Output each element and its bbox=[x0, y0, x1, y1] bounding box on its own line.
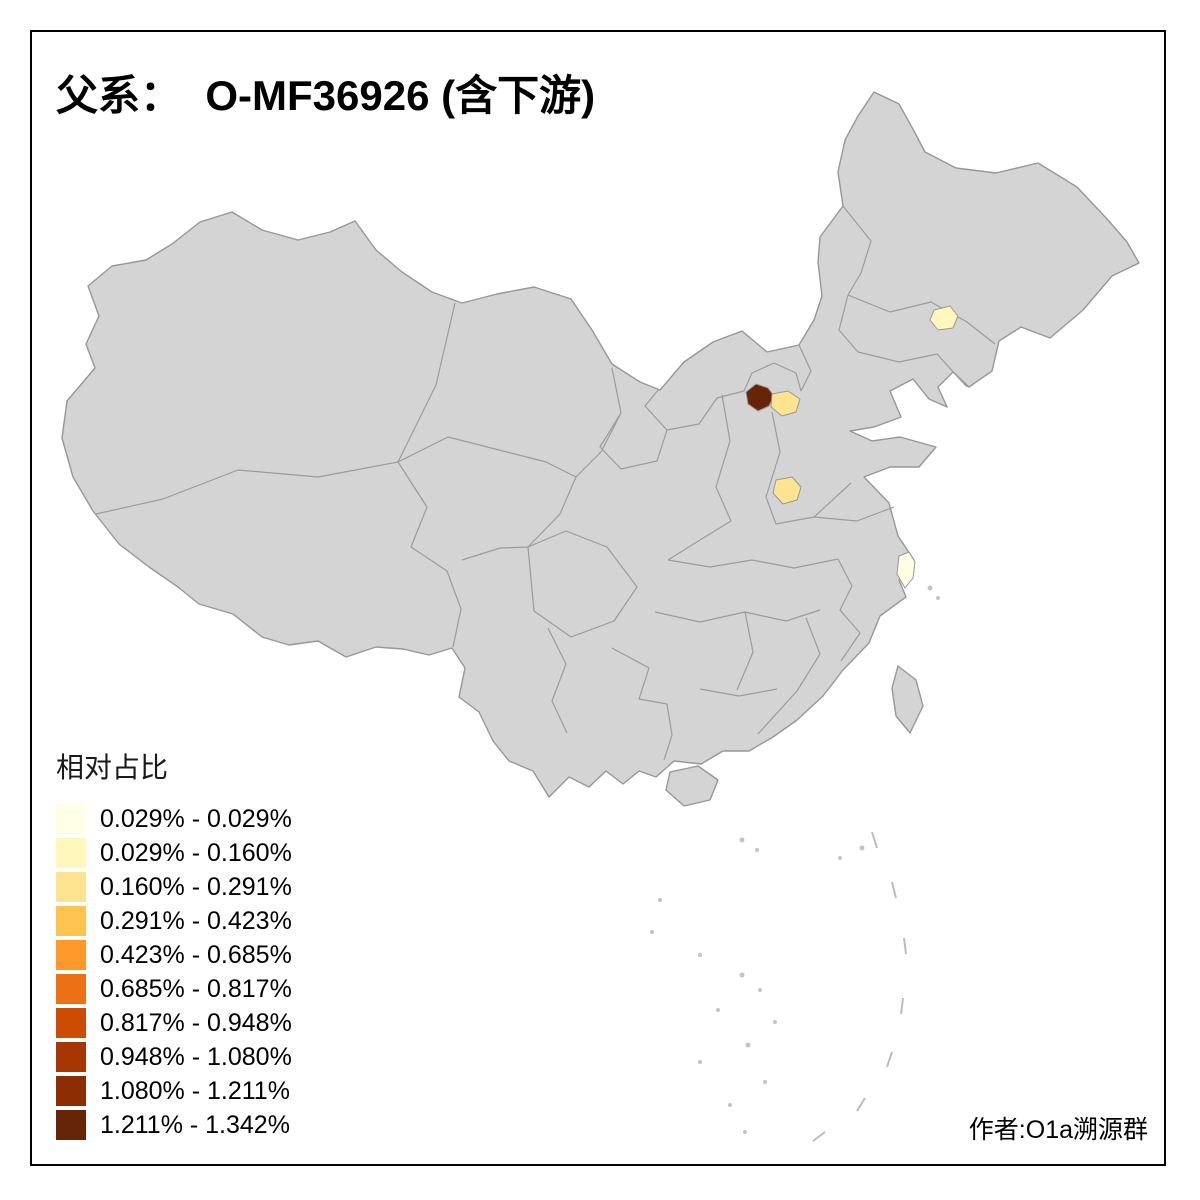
legend-swatch bbox=[56, 804, 86, 834]
sea-dash-boundary bbox=[812, 831, 907, 1142]
legend-swatch bbox=[56, 974, 86, 1004]
legend-label: 0.685% - 0.817% bbox=[100, 974, 292, 1003]
legend-item: 0.160% - 0.291% bbox=[56, 870, 292, 904]
legend-label: 1.080% - 1.211% bbox=[100, 1076, 290, 1105]
legend-label: 0.948% - 1.080% bbox=[100, 1042, 292, 1071]
legend-item: 1.211% - 1.342% bbox=[56, 1108, 292, 1142]
legend-item: 0.029% - 0.029% bbox=[56, 802, 292, 836]
hainan-island-shape bbox=[665, 765, 719, 807]
legend-label: 1.211% - 1.342% bbox=[100, 1110, 290, 1139]
legend-swatch bbox=[56, 1042, 86, 1072]
legend-item: 0.291% - 0.423% bbox=[56, 904, 292, 938]
province-borders bbox=[95, 205, 996, 761]
legend-label: 0.817% - 0.948% bbox=[100, 1008, 292, 1037]
legend: 相对占比 0.029% - 0.029% 0.029% - 0.160% 0.1… bbox=[56, 746, 292, 1142]
legend-item: 0.685% - 0.817% bbox=[56, 972, 292, 1006]
legend-title: 相对占比 bbox=[56, 752, 169, 783]
legend-item: 1.080% - 1.211% bbox=[56, 1074, 292, 1108]
legend-item: 0.029% - 0.160% bbox=[56, 836, 292, 870]
legend-swatch bbox=[56, 872, 86, 902]
attribution-text: 作者:O1a溯源群 bbox=[968, 1116, 1148, 1144]
sea-islands bbox=[650, 585, 940, 1134]
legend-label: 0.423% - 0.685% bbox=[100, 940, 292, 969]
legend-item: 0.423% - 0.685% bbox=[56, 938, 292, 972]
legend-swatch bbox=[56, 1110, 86, 1140]
legend-label: 0.029% - 0.160% bbox=[100, 838, 292, 867]
legend-label: 0.160% - 0.291% bbox=[100, 872, 292, 901]
map-highlight-region-coast bbox=[896, 551, 916, 589]
page-title: 父系： O-MF36926 (含下游) bbox=[56, 72, 596, 119]
legend-swatch bbox=[56, 940, 86, 970]
map-highlight-region-central bbox=[772, 476, 802, 505]
map-highlight-region-northeast bbox=[929, 305, 959, 331]
legend-label: 0.029% - 0.029% bbox=[100, 804, 292, 833]
map-highlight-region-beijing-east bbox=[770, 390, 801, 417]
taiwan-island-shape bbox=[891, 665, 924, 734]
legend-swatch bbox=[56, 838, 86, 868]
legend-swatch bbox=[56, 1076, 86, 1106]
legend-label: 0.291% - 0.423% bbox=[100, 906, 292, 935]
legend-swatch bbox=[56, 906, 86, 936]
legend-item: 0.948% - 1.080% bbox=[56, 1040, 292, 1074]
legend-item: 0.817% - 0.948% bbox=[56, 1006, 292, 1040]
china-mainland-shape bbox=[61, 91, 1140, 798]
legend-swatch bbox=[56, 1008, 86, 1038]
